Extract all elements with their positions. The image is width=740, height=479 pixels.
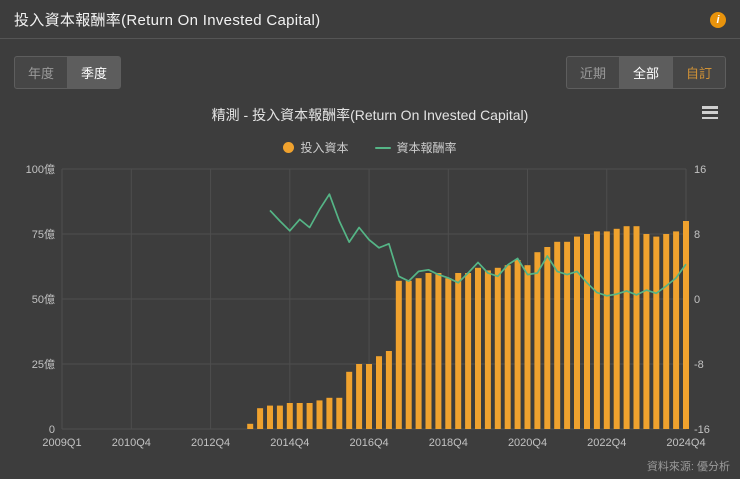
- invested-capital-marker-icon: [283, 142, 295, 153]
- controls: 年度 季度 近期 全部 自訂: [0, 39, 740, 89]
- chart-title: 精測 - 投入資本報酬率(Return On Invested Capital): [211, 107, 529, 123]
- svg-text:2012Q4: 2012Q4: [191, 437, 230, 449]
- svg-text:50億: 50億: [32, 293, 55, 306]
- svg-text:75億: 75億: [32, 228, 55, 241]
- svg-text:0: 0: [49, 424, 55, 436]
- svg-text:25億: 25億: [32, 358, 55, 371]
- svg-text:2010Q4: 2010Q4: [112, 437, 151, 449]
- header: 投入資本報酬率(Return On Invested Capital) i: [0, 0, 740, 39]
- info-icon[interactable]: i: [710, 11, 726, 28]
- legend-invested-capital[interactable]: 投入資本: [283, 139, 349, 156]
- svg-text:2016Q4: 2016Q4: [349, 437, 388, 449]
- svg-text:2018Q4: 2018Q4: [429, 437, 468, 449]
- svg-text:-8: -8: [694, 359, 704, 371]
- svg-text:2014Q4: 2014Q4: [270, 437, 309, 449]
- svg-text:100億: 100億: [26, 163, 55, 176]
- legend-roic[interactable]: 資本報酬率: [374, 139, 457, 156]
- svg-text:-16: -16: [694, 424, 710, 436]
- svg-text:2009Q1: 2009Q1: [42, 437, 81, 449]
- chart-legend: 投入資本 資本報酬率: [0, 139, 740, 156]
- svg-text:2020Q4: 2020Q4: [508, 437, 547, 449]
- svg-text:16: 16: [694, 164, 706, 176]
- page-title: 投入資本報酬率(Return On Invested Capital): [14, 12, 321, 29]
- legend-invested-capital-label: 投入資本: [300, 141, 349, 155]
- svg-text:8: 8: [694, 229, 700, 241]
- legend-roic-label: 資本報酬率: [396, 141, 457, 155]
- period-annual-button[interactable]: 年度: [14, 56, 69, 89]
- svg-text:2024Q4: 2024Q4: [666, 437, 705, 449]
- range-all-button[interactable]: 全部: [618, 56, 673, 89]
- range-recent-button[interactable]: 近期: [565, 56, 620, 89]
- chart-area: 100億 16 75億 8 50億 0 25億 -8 0 -16 2009Q1 2010Q4 2012Q…: [0, 158, 740, 458]
- chart-svg: 100億 16 75億 8 50億 0 25億 -8 0 -16 2009Q1 2010Q4 2012Q…: [26, 163, 710, 449]
- hamburger-menu-icon[interactable]: [702, 106, 718, 119]
- range-button-group: 近期 全部 自訂: [565, 56, 726, 89]
- period-button-group: 年度 季度: [14, 56, 122, 89]
- period-quarterly-button[interactable]: 季度: [67, 56, 122, 89]
- svg-text:2022Q4: 2022Q4: [587, 437, 626, 449]
- svg-text:0: 0: [694, 294, 700, 306]
- chart-title-row: 精測 - 投入資本報酬率(Return On Invested Capital): [0, 105, 740, 125]
- range-custom-button[interactable]: 自訂: [671, 56, 726, 89]
- data-source: 資料來源: 優分析: [646, 461, 730, 473]
- roic-marker-icon: [374, 146, 391, 149]
